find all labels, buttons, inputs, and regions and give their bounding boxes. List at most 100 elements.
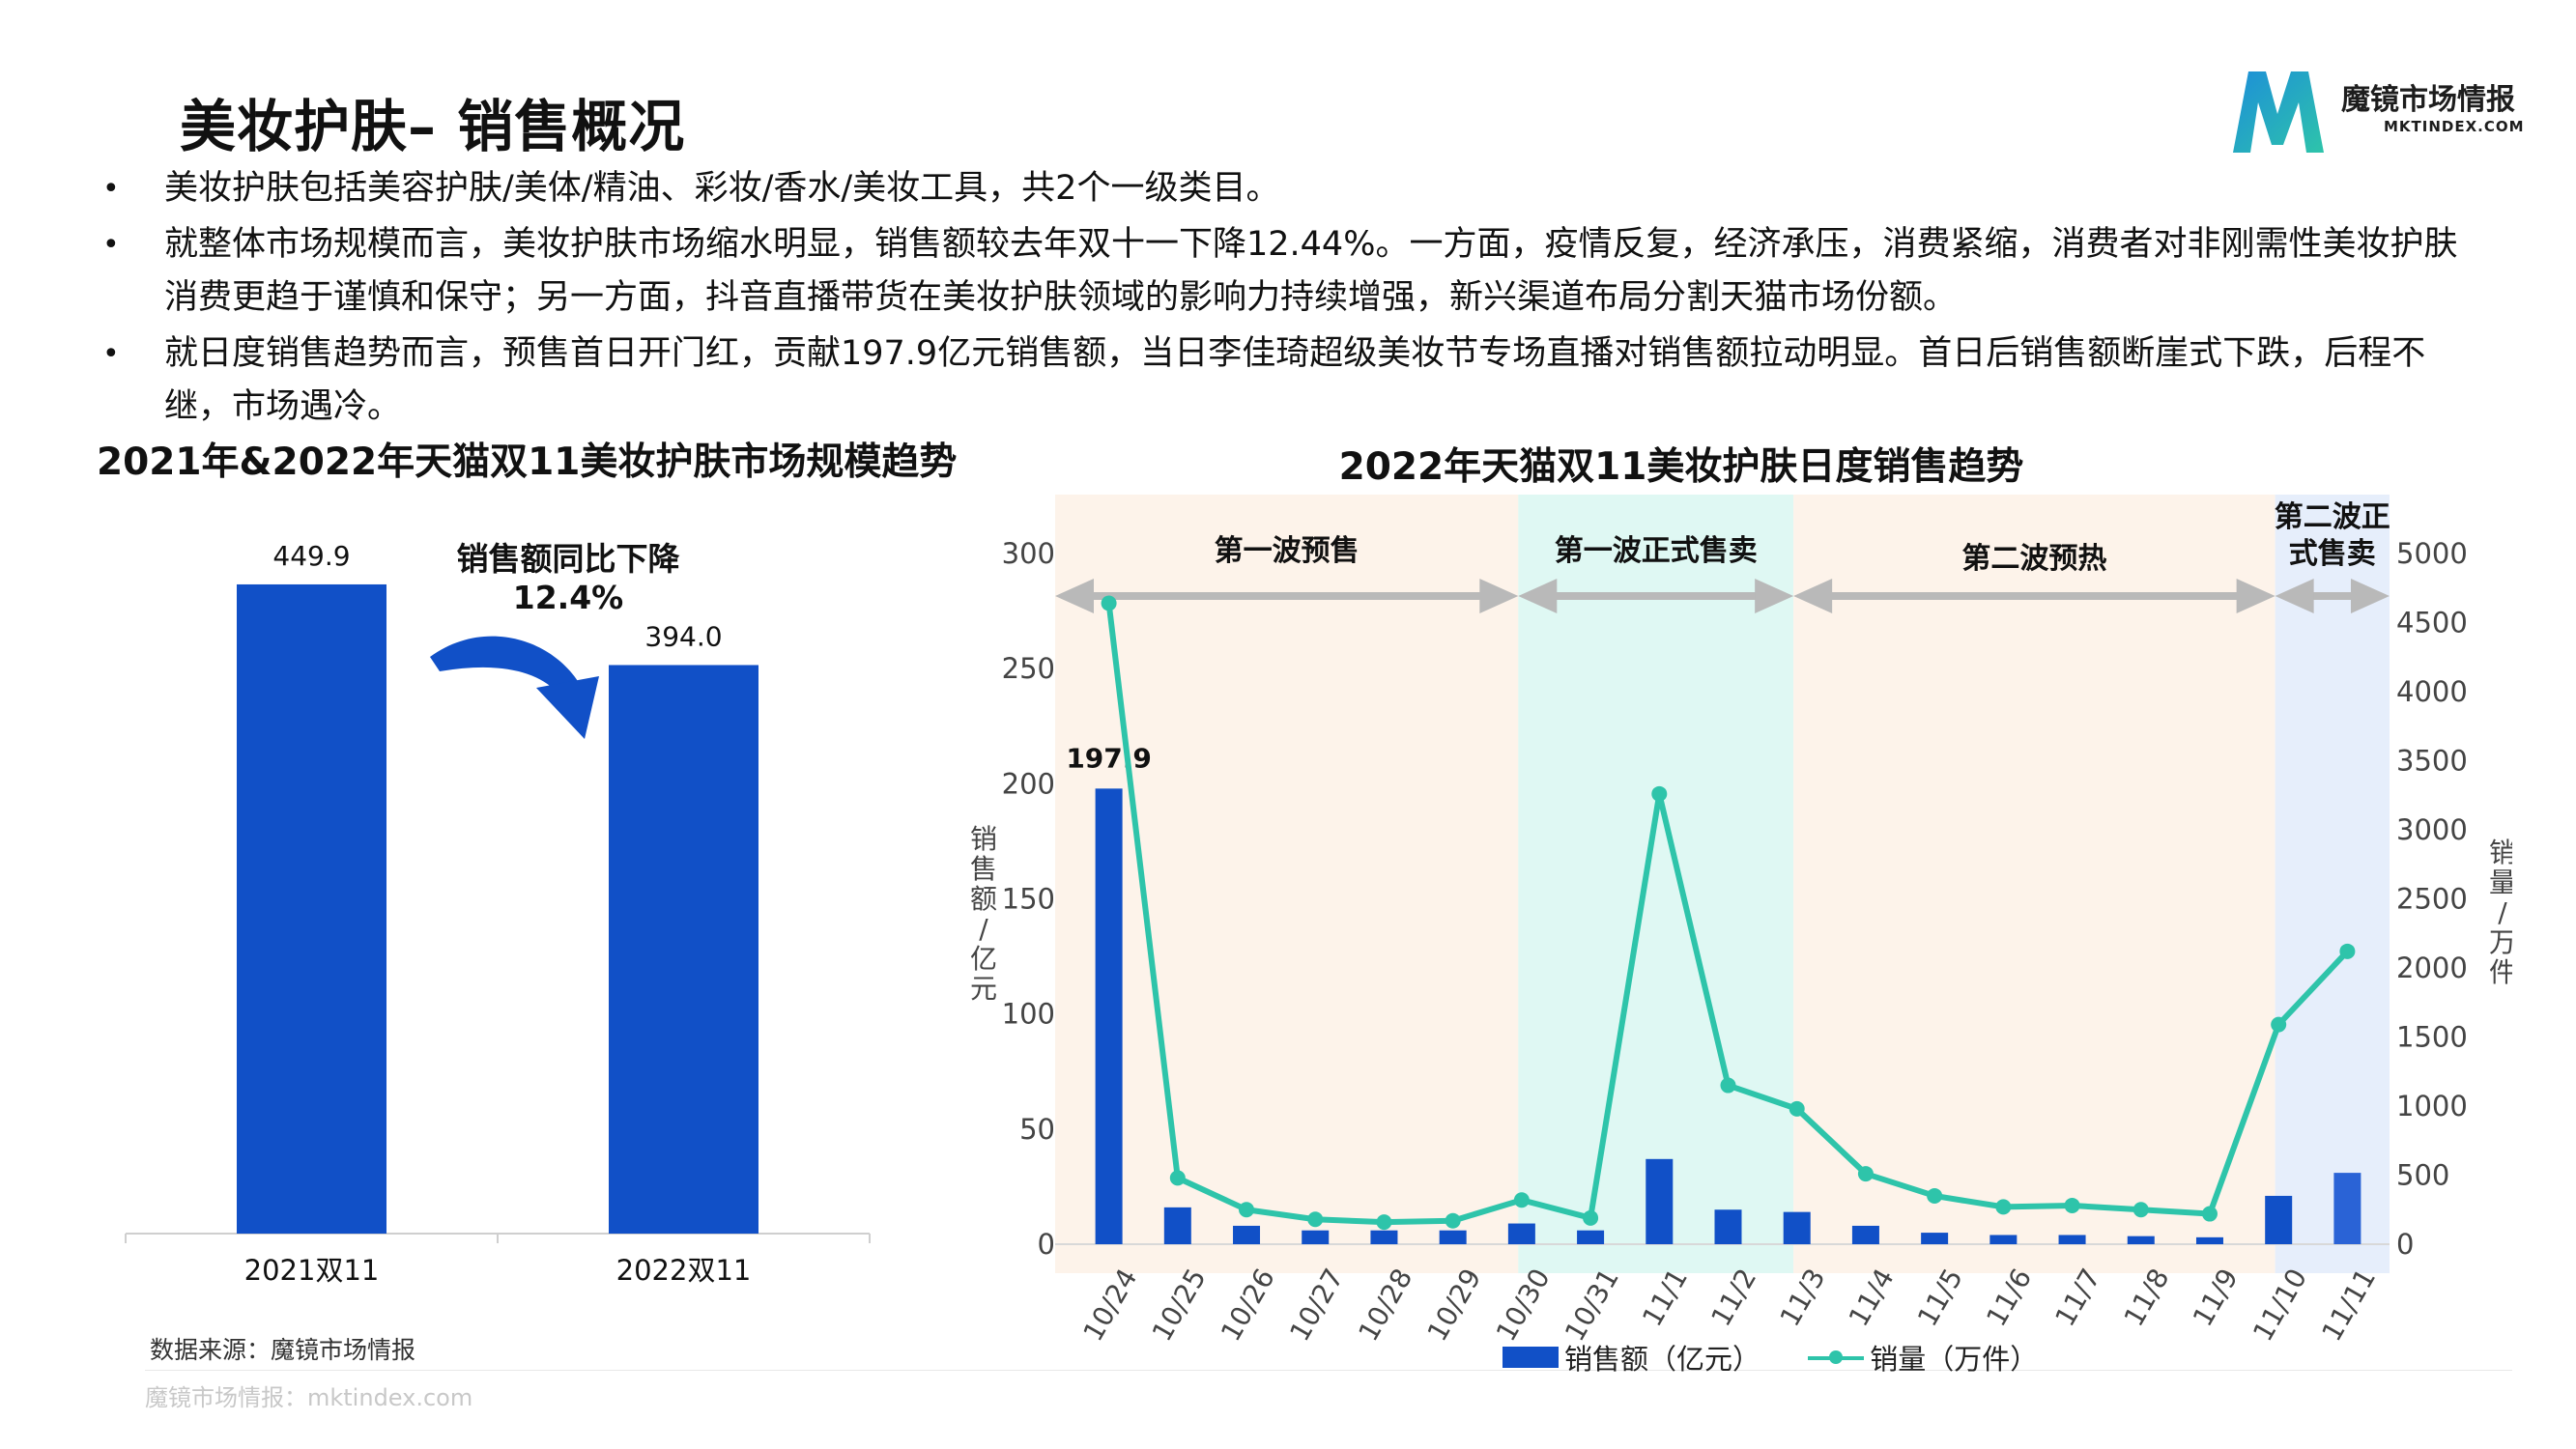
y-right-axis-title: 量 [2489, 867, 2512, 898]
volume-point-11/1 [1651, 785, 1668, 802]
y-right-tick-label: 2500 [2396, 883, 2468, 916]
x-tick-label: 11/10 [2247, 1264, 2313, 1347]
volume-point-10/26 [1239, 1202, 1255, 1218]
y-right-tick-label: 2000 [2396, 952, 2468, 984]
volume-point-11/4 [1857, 1166, 1874, 1182]
y-right-tick-label: 1000 [2396, 1090, 2468, 1122]
bar-10/30 [1507, 1223, 1535, 1244]
volume-point-10/30 [1513, 1192, 1530, 1208]
page-title: 美妆护肤– 销售概况 [180, 94, 686, 159]
y-left-tick-label: 300 [1002, 537, 1055, 570]
y-left-axis-title: 亿 [970, 943, 997, 975]
x-tick-label: 10/31 [1559, 1264, 1625, 1347]
volume-point-11/9 [2201, 1206, 2218, 1222]
volume-point-11/5 [1927, 1187, 1943, 1204]
bar-11/7 [2058, 1235, 2086, 1244]
phase-band [1518, 495, 1794, 1273]
chart-legend: 销售额（亿元） 销量（万件） [1503, 1337, 2038, 1378]
phase-label: 式售卖 [2289, 537, 2376, 571]
decline-annotation: 销售额同比下降 [457, 540, 681, 578]
x-tick-label: 11/11 [2315, 1264, 2382, 1347]
y-right-tick-label: 4000 [2396, 675, 2468, 708]
phase-band [1793, 495, 2275, 1273]
bar-11/4 [1851, 1225, 1879, 1244]
bar-11/5 [1921, 1233, 1949, 1244]
decline-annotation: 12.4% [513, 579, 624, 616]
x-tick-label: 11/6 [1980, 1264, 2038, 1332]
bar-10/29 [1439, 1230, 1467, 1244]
y-left-tick-label: 0 [1038, 1228, 1055, 1261]
phase-arrow-left-head [1518, 579, 1558, 613]
bar-11/9 [2195, 1236, 2223, 1244]
volume-point-10/29 [1445, 1212, 1461, 1229]
right-chart-title: 2022年天猫双11美妆护肤日度销售趋势 [1338, 445, 2024, 489]
bar-11/10 [2265, 1195, 2293, 1244]
x-tick-label: 10/24 [1077, 1264, 1144, 1347]
volume-point-10/28 [1376, 1214, 1392, 1231]
x-tick-label: 10/29 [1421, 1264, 1488, 1347]
legend-line-swatch [1808, 1347, 1865, 1368]
y-left-axis-title: 销 [970, 823, 997, 855]
y-left-axis-title: 元 [970, 973, 997, 1005]
bullet-item: 美妆护肤包括美容护肤/美体/精油、彩妆/香水/美妆工具，共2个一级类目。 [95, 162, 2491, 215]
phase-band [2275, 495, 2390, 1273]
y-right-tick-label: 4500 [2396, 607, 2468, 639]
x-tick-label: 11/7 [2048, 1264, 2106, 1332]
phase-arrow-right-head [2351, 579, 2390, 613]
logo-m-icon [2233, 71, 2324, 153]
y-left-tick-label: 100 [1002, 998, 1055, 1031]
x-tick-label: 10/30 [1490, 1264, 1557, 1347]
bar-11/6 [1989, 1235, 2018, 1244]
y-right-axis-title: 销 [2489, 837, 2512, 868]
volume-point-10/31 [1583, 1209, 1599, 1226]
phase-label: 第二波正 [2275, 500, 2390, 534]
y-left-axis-title: 额 [970, 883, 997, 915]
bar-value-label: 394.0 [644, 620, 722, 652]
y-left-axis-title: 售 [970, 853, 997, 885]
volume-point-11/6 [1995, 1199, 2012, 1215]
data-source: 数据来源：魔镜市场情报 [150, 1336, 416, 1364]
phase-arrow-icon [1055, 579, 1519, 613]
volume-point-11/11 [2339, 943, 2356, 959]
phase-label: 第一波预售 [1215, 534, 1360, 568]
bar-10/25 [1163, 1207, 1191, 1244]
y-right-axis-title: 万 [2489, 926, 2512, 958]
phase-arrow-right-head [1755, 579, 1794, 613]
phase-label: 第一波正式售卖 [1555, 534, 1758, 568]
summary-bullets: 美妆护肤包括美容护肤/美体/精油、彩妆/香水/美妆工具，共2个一级类目。 就整体… [95, 162, 2491, 437]
phase-arrow-left-head [1793, 579, 1833, 613]
y-left-tick-label: 250 [1002, 652, 1055, 685]
volume-point-11/10 [2271, 1016, 2287, 1033]
y-left-tick-label: 50 [1019, 1113, 1055, 1146]
y-left-axis-title: / [979, 913, 988, 945]
y-right-axis-title: 件 [2489, 956, 2512, 988]
logo-text-en: MKTINDEX.COM [2384, 118, 2525, 135]
bar-2021双11 [237, 583, 386, 1234]
phase-label: 第二波预热 [1961, 542, 2106, 576]
x-tick-label: 11/5 [1911, 1264, 1969, 1332]
curved-arrow-head-icon [536, 676, 599, 739]
volume-point-11/3 [1789, 1100, 1805, 1117]
x-tick-label: 11/3 [1774, 1264, 1832, 1332]
phase-arrow-left-head [1055, 579, 1094, 613]
bar-11/8 [2127, 1236, 2155, 1244]
x-tick-label: 10/27 [1283, 1264, 1350, 1347]
bar-value-label: 449.9 [272, 540, 350, 572]
bar-data-label: 197.9 [1066, 742, 1152, 774]
phase-arrow-icon [2275, 579, 2390, 613]
phase-arrow-right-head [1479, 579, 1519, 613]
x-tick-label: 2022双11 [616, 1254, 752, 1287]
y-right-tick-label: 3000 [2396, 813, 2468, 846]
footer-text: 魔镜市场情报：mktindex.com [145, 1384, 473, 1411]
y-left-tick-label: 200 [1002, 767, 1055, 800]
volume-point-11/2 [1720, 1077, 1736, 1094]
bullet-item: 就整体市场规模而言，美妆护肤市场缩水明显，销售额较去年双十一下降12.44%。一… [95, 218, 2491, 325]
bar-10/24 [1095, 788, 1123, 1244]
footer-divider [145, 1370, 2512, 1371]
x-tick-label: 2021双11 [244, 1254, 380, 1287]
brand-logo: 魔镜市场情报 MKTINDEX.COM [2227, 64, 2546, 160]
y-right-tick-label: 0 [2396, 1228, 2414, 1261]
legend-bar-swatch [1503, 1347, 1559, 1368]
